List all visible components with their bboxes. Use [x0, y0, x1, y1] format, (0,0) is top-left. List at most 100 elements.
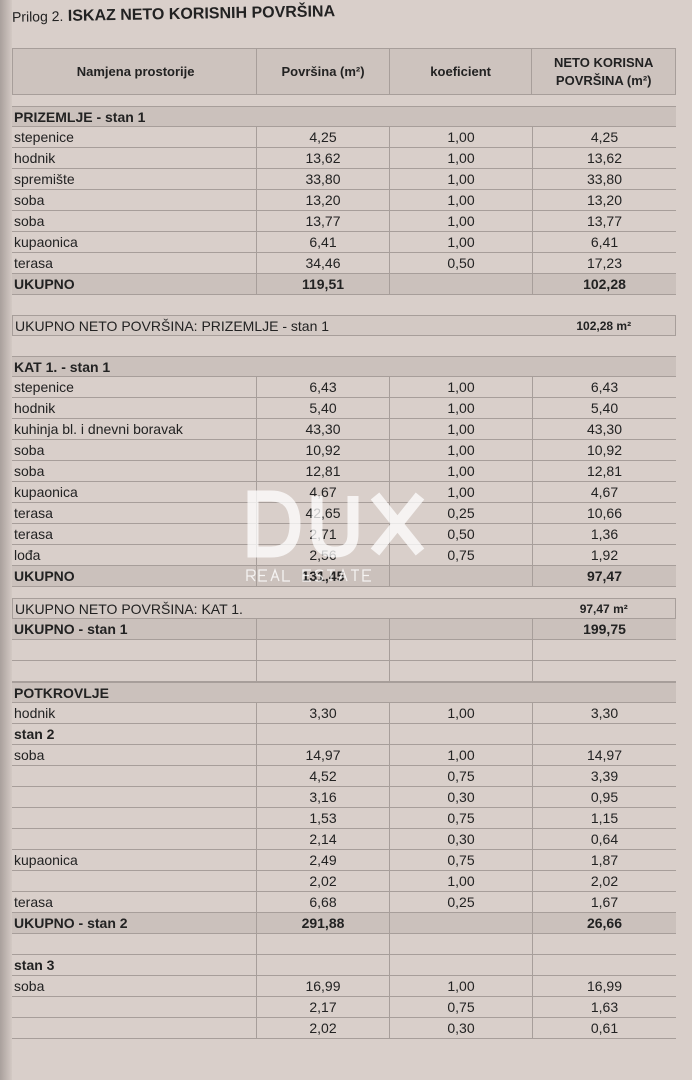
section-header: PRIZEMLJE - stan 1	[12, 106, 676, 127]
room-cell	[12, 787, 257, 807]
table-row: 2,02 0,30 0,61	[12, 1018, 676, 1039]
table-row: stepenice 6,43 1,00 6,43	[12, 377, 676, 398]
section-header: KAT 1. - stan 1	[12, 356, 676, 377]
coefficient-cell: 0,75	[390, 808, 533, 828]
table-row: kupaonica 2,49 0,75 1,87	[12, 850, 676, 871]
total-row: UKUPNO 131,45 97,47	[12, 566, 676, 587]
net-area-cell: 0,64	[590, 831, 619, 847]
title-prefix: Prilog 2.	[11, 7, 64, 25]
table-row: terasa 2,71 0,50 1,36	[12, 524, 676, 545]
room-cell: UKUPNO	[12, 566, 257, 586]
room-cell: stepenice	[12, 377, 257, 397]
room-cell: UKUPNO - stan 1	[12, 619, 257, 639]
section-title: PRIZEMLJE - stan 1	[14, 108, 146, 125]
room-cell: kupaonica	[12, 850, 257, 870]
room-cell	[12, 871, 257, 891]
table-row: soba 12,81 1,00 12,81	[12, 461, 676, 482]
col-header-coefficient: koeficient	[390, 49, 533, 94]
summary-row: UKUPNO NETO POVRŠINA: KAT 1. 97,47 m²	[12, 598, 676, 619]
room-cell: lođa	[12, 545, 257, 565]
total-row: UKUPNO - stan 1 199,75	[12, 619, 676, 640]
section-header: POTKROVLJE	[12, 682, 676, 703]
coefficient-cell: 0,75	[390, 850, 533, 870]
area-cell: 2,56	[257, 545, 390, 565]
section-title: KAT 1. - stan 1	[14, 358, 111, 375]
coefficient-cell: 1,00	[390, 419, 533, 439]
spacer	[12, 95, 676, 106]
room-cell: terasa	[12, 524, 257, 544]
area-cell: 2,49	[257, 850, 390, 870]
table-row: terasa 6,68 0,25 1,67	[12, 892, 676, 913]
area-cell: 13,20	[257, 190, 390, 210]
empty-cell	[390, 724, 533, 744]
net-area-cell: 1,36	[590, 526, 619, 542]
area-cell	[257, 640, 390, 660]
coefficient-cell: 1,00	[390, 190, 533, 210]
net-area-cell	[533, 934, 676, 954]
table-row: 3,16 0,30 0,95	[12, 787, 676, 808]
coefficient-cell: 1,00	[390, 871, 533, 891]
subsection-header: stan 3	[12, 955, 676, 976]
coefficient-cell: 1,00	[390, 745, 533, 765]
area-cell: 2,02	[257, 1018, 390, 1038]
area-cell	[257, 661, 390, 681]
table-row: 2,14 0,30 0,64	[12, 829, 676, 850]
room-cell: UKUPNO	[12, 274, 257, 294]
spacer	[12, 587, 676, 598]
room-cell: kupaonica	[12, 482, 257, 502]
table-row: 2,02 1,00 2,02	[12, 871, 676, 892]
room-cell: hodnik	[12, 398, 257, 418]
net-area-cell: 3,30	[590, 705, 619, 721]
net-area-cell: 4,67	[590, 484, 619, 500]
coefficient-cell: 0,30	[390, 829, 533, 849]
coefficient-cell	[390, 913, 533, 933]
net-area-cell: 13,77	[586, 213, 623, 229]
coefficient-cell: 1,00	[390, 148, 533, 168]
coefficient-cell	[390, 661, 533, 681]
area-cell	[257, 934, 390, 954]
room-cell: soba	[12, 461, 257, 481]
room-cell	[12, 829, 257, 849]
net-area-cell: 102,28	[583, 276, 626, 292]
area-cell: 4,67	[257, 482, 390, 502]
col-header-room: Namjena prostorije	[13, 49, 258, 94]
coefficient-cell: 1,00	[390, 127, 533, 147]
room-cell: kupaonica	[12, 232, 257, 252]
room-cell: UKUPNO - stan 2	[12, 913, 257, 933]
room-cell: hodnik	[12, 148, 257, 168]
table-row: 2,17 0,75 1,63	[12, 997, 676, 1018]
section-title: stan 3	[12, 955, 257, 975]
coefficient-cell: 1,00	[390, 461, 533, 481]
net-area-cell: 0,95	[590, 789, 619, 805]
area-cell: 13,62	[257, 148, 390, 168]
room-cell	[12, 640, 257, 660]
table-row: kuhinja bl. i dnevni boravak 43,30 1,00 43,…	[12, 419, 676, 440]
net-area-cell: 4,25	[590, 129, 619, 145]
area-table: Namjena prostorije Površina (m²) koefici…	[12, 48, 676, 1039]
net-area-cell: 10,66	[586, 505, 623, 521]
coefficient-cell: 1,00	[390, 232, 533, 252]
table-row: 4,52 0,75 3,39	[12, 766, 676, 787]
coefficient-cell	[390, 640, 533, 660]
coefficient-cell: 0,25	[390, 892, 533, 912]
room-cell	[12, 808, 257, 828]
table-row: hodnik 13,62 1,00 13,62	[12, 148, 676, 169]
coefficient-cell: 1,00	[390, 976, 533, 996]
summary-value: 97,47 m²	[579, 601, 628, 616]
net-area-cell: 13,62	[586, 150, 623, 166]
net-area-cell: 13,20	[586, 192, 623, 208]
summary-label: UKUPNO NETO POVRŠINA: PRIZEMLJE - stan 1	[15, 317, 330, 334]
net-area-cell: 1,63	[590, 999, 619, 1015]
empty-cell	[257, 955, 390, 975]
title-text: ISKAZ NETO KORISNIH POVRŠINA	[67, 3, 336, 25]
area-cell: 33,80	[257, 169, 390, 189]
table-row: soba 10,92 1,00 10,92	[12, 440, 676, 461]
area-cell: 1,53	[257, 808, 390, 828]
room-cell: soba	[12, 211, 257, 231]
coefficient-cell: 1,00	[390, 398, 533, 418]
coefficient-cell: 0,75	[390, 766, 533, 786]
net-area-cell: 1,67	[590, 894, 619, 910]
col-header-area: Površina (m²)	[257, 49, 390, 94]
room-cell: terasa	[12, 503, 257, 523]
net-area-cell	[533, 661, 676, 681]
